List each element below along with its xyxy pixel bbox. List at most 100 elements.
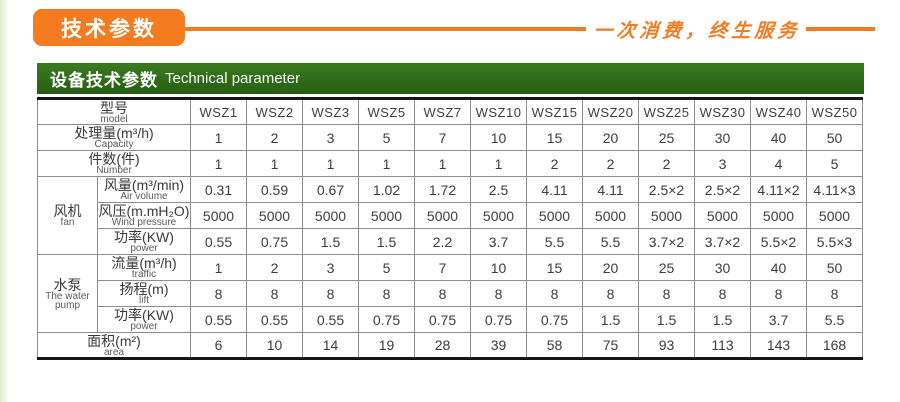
value-cell-traffic-WSZ3: 3 xyxy=(302,254,359,281)
value-cell-area-WSZ1: 6 xyxy=(190,332,247,359)
value-cell-air-volume-WSZ2: 0.59 xyxy=(246,176,303,203)
value-cell-lift-WSZ20: 8 xyxy=(582,280,639,307)
param-label-traffic-en: traffic xyxy=(131,269,157,280)
param-label-fan-power-zh: 功率(KW) xyxy=(114,229,174,245)
value-cell-capacity-WSZ25: 25 xyxy=(638,124,695,151)
value-cell-number-WSZ10: 1 xyxy=(470,150,527,177)
value-cell-number-WSZ15: 2 xyxy=(526,150,583,177)
value-cell-lift-WSZ15: 8 xyxy=(526,280,583,307)
value-cell-lift-WSZ2: 8 xyxy=(246,280,303,307)
value-cell-traffic-WSZ25: 25 xyxy=(638,254,695,281)
model-header-cell-zh: 型号 xyxy=(100,99,128,116)
model-cell: WSZ10 xyxy=(470,98,527,125)
value-cell-number-WSZ2: 1 xyxy=(246,150,303,177)
value-cell-fan-power-WSZ30: 3.7×2 xyxy=(694,228,751,255)
model-cell: WSZ7 xyxy=(414,98,471,125)
value-cell-capacity-WSZ7: 7 xyxy=(414,124,471,151)
model-cell: WSZ20 xyxy=(582,98,639,125)
value-cell-capacity-WSZ5: 5 xyxy=(358,124,415,151)
value-cell-fan-power-WSZ50: 5.5×3 xyxy=(806,228,863,255)
value-cell-wind-pressure-WSZ50: 5000 xyxy=(806,202,863,229)
value-cell-air-volume-WSZ7: 1.72 xyxy=(414,176,471,203)
table-title-zh: 设备技术参数 xyxy=(50,71,158,90)
param-label-fan-power: 功率(KW) power xyxy=(97,228,191,255)
value-cell-fan-power-WSZ20: 5.5 xyxy=(582,228,639,255)
value-cell-air-volume-WSZ25: 2.5×2 xyxy=(638,176,695,203)
model-cell: WSZ25 xyxy=(638,98,695,125)
model-cell: WSZ5 xyxy=(358,98,415,125)
value-cell-wind-pressure-WSZ10: 5000 xyxy=(470,202,527,229)
param-label-number: 件数(件) Number xyxy=(37,150,191,177)
value-cell-capacity-WSZ10: 10 xyxy=(470,124,527,151)
param-label-lift-en: lift xyxy=(139,295,149,306)
value-cell-traffic-WSZ20: 20 xyxy=(582,254,639,281)
table-row-capacity: 处理量(m³/h) Capacity 1 2 3 5 7 10 15 20 25 30 40 50 xyxy=(37,124,863,151)
param-label-pump-power-zh: 功率(KW) xyxy=(114,307,174,323)
value-cell-fan-power-WSZ2: 0.75 xyxy=(246,228,303,255)
value-cell-number-WSZ1: 1 xyxy=(190,150,247,177)
param-label-wind-pressure-en: Wind pressure xyxy=(111,217,177,228)
value-cell-wind-pressure-WSZ2: 5000 xyxy=(246,202,303,229)
value-cell-pump-power-WSZ40: 3.7 xyxy=(750,306,807,333)
value-cell-air-volume-WSZ15: 4.11 xyxy=(526,176,583,203)
value-cell-number-WSZ5: 1 xyxy=(358,150,415,177)
value-cell-fan-power-WSZ25: 3.7×2 xyxy=(638,228,695,255)
value-cell-area-WSZ7: 28 xyxy=(414,332,471,359)
value-cell-traffic-WSZ15: 15 xyxy=(526,254,583,281)
value-cell-wind-pressure-WSZ7: 5000 xyxy=(414,202,471,229)
group-cell-fan: 风机 fan xyxy=(37,176,98,255)
table-row-number: 件数(件) Number 1 1 1 1 1 1 2 2 2 3 4 5 xyxy=(37,150,863,177)
value-cell-area-WSZ20: 75 xyxy=(582,332,639,359)
table-row-models: 型号 model WSZ1 WSZ2 WSZ3 WSZ5 WSZ7 WSZ10 WSZ15 WSZ… xyxy=(37,98,863,125)
value-cell-area-WSZ5: 19 xyxy=(358,332,415,359)
table-row-traffic: 水泵 The water pump 流量(m³/h) traffic 1 2 3 5 7 10 15… xyxy=(37,254,863,333)
value-cell-fan-power-WSZ15: 5.5 xyxy=(526,228,583,255)
table-title-bar: 设备技术参数 Technical parameter xyxy=(37,63,864,94)
param-label-area: 面积(m²) area xyxy=(37,332,191,359)
value-cell-air-volume-WSZ1: 0.31 xyxy=(190,176,247,203)
value-cell-wind-pressure-WSZ30: 5000 xyxy=(694,202,751,229)
value-cell-lift-WSZ30: 8 xyxy=(694,280,751,307)
value-cell-wind-pressure-WSZ15: 5000 xyxy=(526,202,583,229)
table-title-en: Technical parameter xyxy=(165,70,301,87)
parameters-table: 型号 model WSZ1 WSZ2 WSZ3 WSZ5 WSZ7 WSZ10 WSZ15 WSZ… xyxy=(37,97,863,360)
group-cell-fan-en: fan xyxy=(60,217,75,228)
model-cell: WSZ15 xyxy=(526,98,583,125)
value-cell-traffic-WSZ7: 7 xyxy=(414,254,471,281)
page-edge-tint xyxy=(0,0,9,402)
table-row-lift: 扬程(m) lift 8 8 8 8 8 8 8 8 8 8 8 8 xyxy=(38,280,863,307)
value-cell-pump-power-WSZ25: 1.5 xyxy=(638,306,695,333)
value-cell-lift-WSZ50: 8 xyxy=(806,280,863,307)
value-cell-pump-power-WSZ15: 0.75 xyxy=(526,306,583,333)
model-cell: WSZ30 xyxy=(694,98,751,125)
param-label-traffic-zh: 流量(m³/h) xyxy=(111,255,177,271)
table-row-area: 面积(m²) area 6 10 14 19 28 39 58 75 93 113 143 168 xyxy=(37,332,863,359)
value-cell-fan-power-WSZ40: 5.5×2 xyxy=(750,228,807,255)
section-badge-label: 技术参数 xyxy=(61,17,157,41)
value-cell-wind-pressure-WSZ20: 5000 xyxy=(582,202,639,229)
group-cell-fan-zh: 风机 xyxy=(53,203,82,219)
param-label-traffic: 流量(m³/h) traffic xyxy=(97,254,191,281)
param-label-air-volume-en: Air volume xyxy=(120,191,168,202)
value-cell-wind-pressure-WSZ40: 5000 xyxy=(750,202,807,229)
value-cell-area-WSZ50: 168 xyxy=(806,332,863,359)
value-cell-fan-power-WSZ10: 3.7 xyxy=(470,228,527,255)
value-cell-number-WSZ50: 5 xyxy=(806,150,863,177)
table-row-wind-pressure: 风压(m.mH₂O) Wind pressure 5000 5000 5000 5000 5… xyxy=(38,202,863,229)
value-cell-area-WSZ40: 143 xyxy=(750,332,807,359)
value-cell-number-WSZ30: 3 xyxy=(694,150,751,177)
param-label-pump-power-en: power xyxy=(130,321,158,332)
param-label-number-zh: 件数(件) xyxy=(88,151,140,167)
value-cell-traffic-WSZ30: 30 xyxy=(694,254,751,281)
value-cell-air-volume-WSZ30: 2.5×2 xyxy=(694,176,751,203)
param-label-capacity-en: Capacity xyxy=(94,139,134,150)
value-cell-capacity-WSZ40: 40 xyxy=(750,124,807,151)
divider-line-left xyxy=(183,27,586,31)
value-cell-lift-WSZ40: 8 xyxy=(750,280,807,307)
value-cell-fan-power-WSZ3: 1.5 xyxy=(302,228,359,255)
param-label-wind-pressure: 风压(m.mH₂O) Wind pressure xyxy=(97,202,191,229)
value-cell-pump-power-WSZ1: 0.55 xyxy=(190,306,247,333)
value-cell-number-WSZ40: 4 xyxy=(750,150,807,177)
value-cell-air-volume-WSZ40: 4.11×2 xyxy=(750,176,807,203)
param-label-fan-power-en: power xyxy=(130,243,158,254)
